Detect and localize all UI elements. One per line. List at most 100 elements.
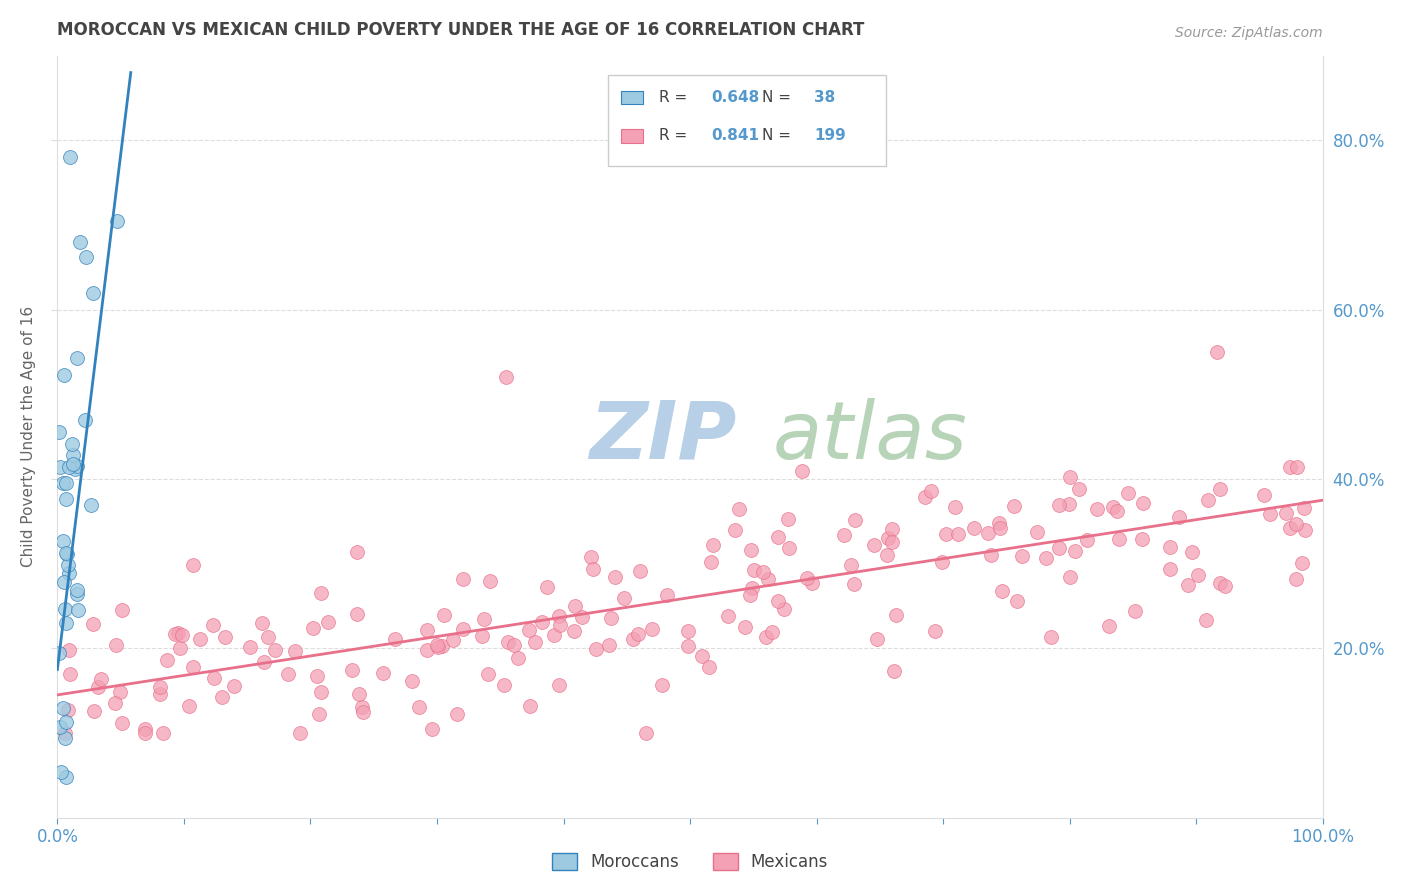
Point (935, 526, 957, 541)
Point (882, 522, 904, 536)
Point (90, 672, 112, 686)
Point (778, 541, 800, 556)
Point (756, 573, 779, 587)
Point (1285, 460, 1308, 475)
Point (742, 563, 765, 577)
Point (60, 437, 83, 451)
Point (1181, 545, 1204, 559)
Point (543, 627, 565, 641)
Point (800, 576, 823, 591)
Point (697, 660, 720, 674)
Point (211, 690, 233, 704)
Point (301, 621, 323, 635)
Point (832, 528, 855, 542)
Point (288, 726, 311, 740)
Point (1285, 517, 1308, 532)
Point (441, 633, 464, 648)
Point (523, 634, 546, 648)
Point (690, 648, 713, 663)
Point (761, 625, 783, 640)
Point (308, 706, 330, 721)
Point (472, 612, 495, 626)
Point (53, 731, 76, 746)
Point (1291, 557, 1313, 571)
Point (416, 624, 439, 638)
Point (52, 533, 75, 548)
Point (634, 726, 657, 740)
Point (408, 700, 430, 714)
Text: N =: N = (762, 128, 796, 144)
Point (305, 669, 328, 683)
Point (1275, 506, 1298, 520)
Point (621, 632, 644, 647)
Point (52, 700, 75, 714)
Point (263, 643, 285, 657)
Point (1101, 500, 1123, 515)
Point (880, 535, 903, 549)
Point (1108, 533, 1130, 547)
Point (1076, 533, 1098, 547)
Point (724, 523, 747, 537)
Point (1159, 562, 1181, 576)
Point (415, 643, 437, 657)
Text: Source: ZipAtlas.com: Source: ZipAtlas.com (1175, 27, 1323, 40)
Point (55, 770, 77, 784)
Bar (607, 75, 886, 166)
Point (1209, 575, 1232, 590)
Point (433, 607, 456, 622)
Point (52, 475, 75, 490)
Point (346, 545, 368, 559)
Point (62, 448, 84, 462)
Point (52, 368, 75, 382)
Point (678, 640, 700, 654)
Point (277, 666, 299, 681)
Point (1168, 509, 1191, 524)
Text: 199: 199 (814, 128, 846, 144)
Point (924, 624, 946, 638)
Point (1130, 533, 1153, 547)
Bar (620, 128, 644, 143)
Point (842, 577, 865, 591)
Point (66, 351, 89, 366)
Point (1039, 630, 1062, 644)
Point (1197, 492, 1219, 507)
Text: R =: R = (658, 128, 692, 144)
Point (772, 602, 794, 616)
Point (946, 526, 969, 541)
Point (502, 638, 524, 652)
Point (1057, 497, 1080, 511)
Point (384, 632, 406, 647)
Point (598, 638, 620, 652)
Point (600, 611, 623, 625)
Point (59, 150, 82, 164)
Point (352, 705, 374, 719)
Text: MOROCCAN VS MEXICAN CHILD POVERTY UNDER THE AGE OF 16 CORRELATION CHART: MOROCCAN VS MEXICAN CHILD POVERTY UNDER … (58, 21, 865, 39)
Point (134, 722, 156, 736)
Point (613, 591, 636, 606)
Point (183, 660, 205, 674)
Point (56, 558, 79, 573)
Point (987, 516, 1010, 531)
Point (1209, 482, 1232, 496)
Point (839, 558, 862, 572)
Point (1064, 544, 1087, 558)
Point (172, 628, 194, 642)
Point (766, 593, 789, 607)
Point (1002, 500, 1025, 514)
Point (980, 549, 1002, 563)
Point (149, 680, 172, 694)
Point (48, 646, 70, 660)
Point (506, 650, 529, 665)
Point (1047, 498, 1070, 512)
Point (678, 624, 700, 639)
Point (66, 587, 89, 601)
Point (519, 699, 541, 714)
Point (166, 625, 188, 640)
Text: 38: 38 (814, 90, 835, 105)
Point (1059, 570, 1081, 584)
Point (1005, 594, 1028, 608)
Point (56, 547, 79, 561)
Point (401, 673, 423, 688)
Y-axis label: Child Poverty Under the Age of 16: Child Poverty Under the Age of 16 (21, 306, 35, 567)
Point (1253, 488, 1275, 502)
